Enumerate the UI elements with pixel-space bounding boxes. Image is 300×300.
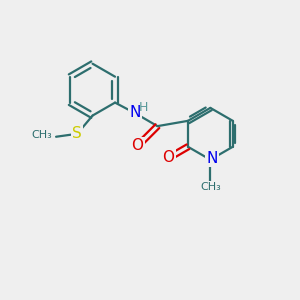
- Text: O: O: [131, 138, 143, 153]
- Text: CH₃: CH₃: [200, 182, 221, 192]
- Text: H: H: [139, 101, 148, 114]
- Text: O: O: [163, 150, 175, 165]
- Text: S: S: [72, 126, 82, 141]
- Text: N: N: [206, 151, 218, 166]
- Text: CH₃: CH₃: [31, 130, 52, 140]
- Text: N: N: [129, 105, 140, 120]
